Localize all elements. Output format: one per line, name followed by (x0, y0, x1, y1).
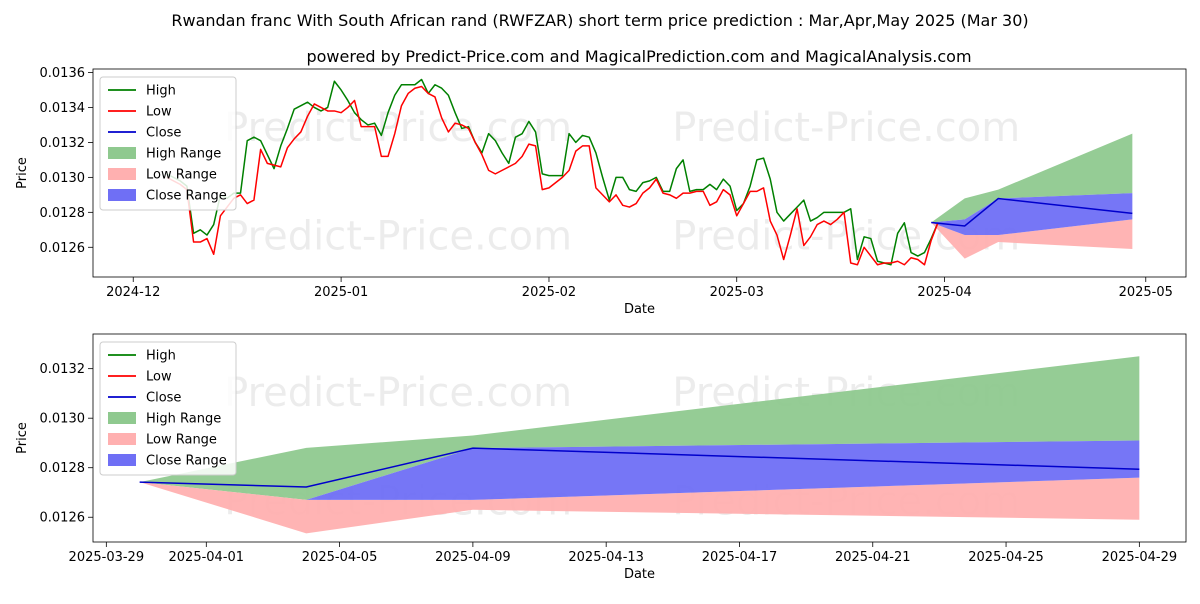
y-tick-label: 0.0132 (40, 362, 86, 377)
legend-low-range-swatch (108, 168, 136, 180)
legend-high-range-swatch (108, 412, 136, 424)
x-tick-label: 2025-04-01 (169, 550, 245, 565)
close-series-line (139, 447, 1140, 488)
y-tick-label: 0.0128 (40, 206, 86, 221)
watermark-text: Predict-Price.com (224, 370, 572, 416)
legend-entry-label: Low Range (146, 168, 217, 183)
low-range-band (931, 219, 1133, 259)
close-range-band (139, 440, 1140, 500)
x-tick-label: 2025-05 (1119, 285, 1173, 300)
close-range-band (931, 193, 1133, 236)
y-axis-label: Price (15, 422, 30, 454)
legend-close-range-swatch (108, 454, 136, 466)
chart-subtitle: powered by Predict-Price.com and Magical… (306, 47, 971, 66)
plot-frame (92, 333, 1187, 543)
x-tick-label: 2025-04-13 (568, 550, 644, 565)
legend-entry-label: Close Range (146, 454, 227, 469)
legend-entry-label: Low Range (146, 433, 217, 448)
y-tick-label: 0.0130 (40, 412, 86, 427)
x-tick-label: 2025-02 (522, 285, 576, 300)
y-tick-label: 0.0136 (40, 66, 86, 81)
x-tick-label: 2025-04-21 (835, 550, 911, 565)
y-tick-label: 0.0134 (40, 101, 86, 116)
watermark-text: Predict-Price.com (672, 105, 1020, 151)
x-tick-label: 2025-03-29 (69, 550, 145, 565)
x-tick-label: 2025-01 (314, 285, 368, 300)
close-series-line (931, 197, 1133, 227)
x-tick-label: 2025-03 (710, 285, 764, 300)
low-range-band (139, 477, 1140, 534)
legend: High Low Close High Range Low Range Close Ran… (99, 76, 237, 211)
y-tick-label: 0.0128 (40, 461, 86, 476)
x-tick-label: 2025-04-29 (1102, 550, 1178, 565)
legend-entry-label: Low (146, 105, 172, 120)
legend-entry-label: High Range (146, 147, 221, 162)
plot-area (166, 78, 1133, 266)
x-tick-label: 2024-12 (106, 285, 160, 300)
x-tick-label: 2025-04-25 (968, 550, 1044, 565)
legend: High Low Close High Range Low Range Close Ran… (99, 341, 237, 476)
x-axis-label: Date (624, 567, 655, 582)
y-tick-label: 0.0126 (40, 241, 86, 256)
high-range-band (139, 356, 1140, 500)
x-tick-label: 2025-04 (917, 285, 971, 300)
legend-entry-label: High (146, 349, 176, 364)
watermark-text: Predict-Price.com (224, 213, 572, 259)
x-axis-label: Date (624, 302, 655, 317)
x-tick-label: 2025-04-05 (302, 550, 378, 565)
legend-high-range-swatch (108, 147, 136, 159)
legend-entry-label: Close (146, 391, 181, 406)
chart-title: Rwandan franc With South African rand (R… (171, 11, 1028, 30)
legend-entry-label: Close Range (146, 189, 227, 204)
plot-frame (92, 68, 1187, 278)
x-tick-label: 2025-04-17 (702, 550, 778, 565)
x-tick-label: 2025-04-09 (435, 550, 511, 565)
watermark-text: Predict-Price.com (224, 105, 572, 151)
legend-low-range-swatch (108, 433, 136, 445)
bottom-panel: Predict-Price.comPredict-Price.comPredic… (15, 333, 1187, 582)
low-series-line (166, 85, 939, 266)
legend-entry-label: High (146, 84, 176, 99)
legend-close-range-swatch (108, 189, 136, 201)
top-panel: Predict-Price.com Predict-Price.com Predic… (15, 66, 1187, 317)
legend-entry-label: Close (146, 126, 181, 141)
y-tick-label: 0.0132 (40, 136, 86, 151)
legend-entry-label: Low (146, 370, 172, 385)
legend-entry-label: High Range (146, 412, 221, 427)
plot-area (139, 356, 1140, 534)
high-series-line (166, 78, 939, 266)
y-tick-label: 0.0130 (40, 171, 86, 186)
y-axis-label: Price (15, 157, 30, 189)
high-range-band (931, 133, 1133, 223)
y-tick-label: 0.0126 (40, 511, 86, 526)
